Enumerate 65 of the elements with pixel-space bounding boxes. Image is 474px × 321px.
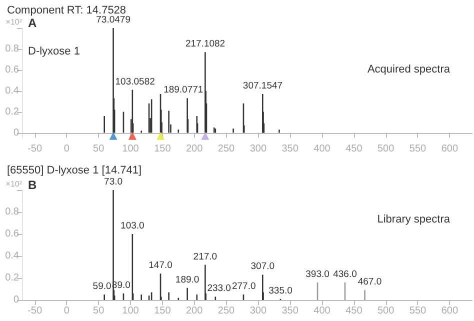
x-tick-label: 350 [282, 144, 299, 154]
x-tick-label: 50 [93, 144, 105, 154]
y-tick-label: 0.2 [5, 106, 20, 118]
annotation: B [28, 178, 37, 192]
x-tick-label: 300 [250, 144, 267, 154]
annotation: 103.0 [120, 220, 144, 232]
annotation: 73.0 [104, 176, 123, 188]
x-tick-label: 0 [64, 144, 70, 154]
x-tick-label: 550 [409, 306, 427, 316]
x-tick-label: 100 [122, 144, 140, 154]
y-tick-label: 0.4 [5, 250, 20, 262]
chart-title: Component RT: 14.7528 [7, 4, 126, 16]
y-tick-label: 0.8 [5, 206, 20, 218]
annotation: 277.0 [232, 281, 256, 292]
annotation: 217.0 [193, 251, 218, 262]
x-tick-label: 600 [441, 144, 458, 154]
annotation: D-lyxose 1 [28, 46, 80, 58]
x-tick-label: 450 [346, 306, 363, 316]
annotation: 307.1547 [242, 80, 283, 92]
annotation: 436.0 [333, 268, 357, 280]
x-tick-label: -50 [28, 306, 42, 316]
annotation: 73.0479 [96, 14, 130, 26]
x-tick-label: 0 [64, 306, 70, 316]
x-tick-label: 450 [346, 144, 363, 154]
annotation: 189.0 [175, 274, 200, 286]
annotation: 393.0 [306, 268, 330, 280]
x-tick-label: 600 [441, 306, 458, 316]
x-tick-label: 50 [93, 306, 105, 316]
x-tick-label: 150 [154, 306, 172, 316]
y-tick-label: 0.2 [5, 272, 20, 284]
x-tick-label: 100 [122, 306, 140, 316]
y-axis-title: ×10² [6, 180, 22, 188]
y-tick-label: 0.8 [5, 43, 20, 54]
y-tick-label: 0 [13, 294, 20, 306]
annotation: Library spectra [377, 214, 451, 226]
annotation: A [28, 16, 37, 30]
annotation: 307.0 [250, 261, 275, 272]
x-tick-label: 500 [377, 306, 395, 316]
x-tick-label: 400 [314, 144, 331, 154]
annotation: 467.0 [358, 276, 382, 288]
x-tick-label: 300 [250, 306, 267, 316]
x-tick-label: 350 [282, 306, 299, 316]
y-tick-label: 0.4 [5, 85, 20, 96]
chart-title: [65550] D-lyxose 1 [14.741] [7, 164, 142, 176]
x-tick-label: 550 [409, 144, 427, 154]
annotation: 335.0 [268, 285, 292, 296]
y-tick-label: 0.6 [5, 228, 20, 240]
annotation: 59.0 [92, 281, 112, 292]
x-tick-label: 150 [154, 144, 172, 154]
y-tick-label: 0.6 [5, 64, 20, 76]
x-tick-label: 250 [218, 306, 236, 316]
annotation: 217.1082 [185, 38, 226, 50]
annotation: Acquired spectra [367, 64, 451, 76]
annotation: 103.0582 [115, 76, 155, 88]
annotation: 147.0 [148, 260, 172, 272]
x-tick-label: 500 [377, 144, 395, 154]
annotation: 233.0 [207, 283, 231, 294]
x-tick-label: 250 [218, 144, 236, 154]
y-axis-title: ×10² [6, 18, 22, 26]
x-tick-label: 200 [186, 144, 204, 154]
annotation: 189.0771 [164, 84, 204, 96]
y-tick-label: 0 [13, 127, 20, 138]
x-tick-label: -50 [28, 144, 42, 154]
x-tick-label: 200 [186, 306, 204, 316]
x-tick-label: 400 [314, 306, 331, 316]
